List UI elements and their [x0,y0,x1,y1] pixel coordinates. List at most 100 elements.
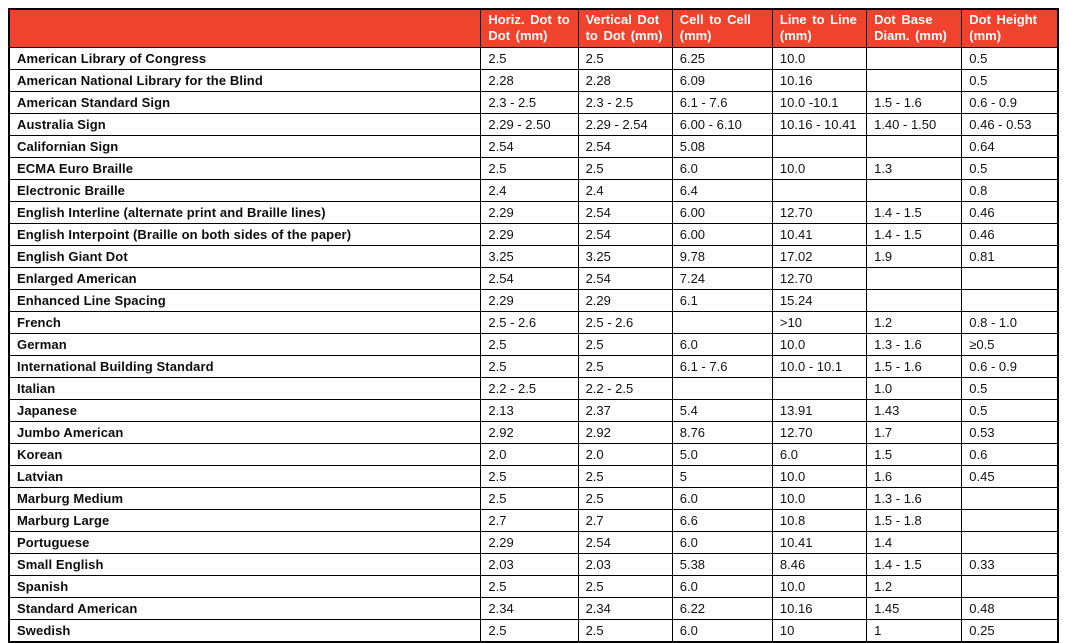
value-cell: 1.3 [866,156,963,180]
column-header-name-blank [8,8,482,48]
value-cell [671,376,773,400]
table-row: Enhanced Line Spacing 2.29 2.29 6.1 15.24 [8,288,1059,312]
value-cell: 1.4 [866,530,963,554]
value-cell: 10.0 [771,332,868,356]
value-cell: 10.16 [771,68,868,92]
value-cell: 1.7 [866,420,963,444]
row-name-cell: English Interpoint (Braille on both side… [8,222,482,246]
table-row: French 2.5 - 2.6 2.5 - 2.6 >10 1.2 0.8 - 1.0 [8,310,1059,334]
column-header: Dot Height (mm) [961,8,1059,48]
table-row: Japanese 2.13 2.37 5.4 13.91 1.43 0.5 [8,398,1059,422]
value-cell: 5.4 [671,398,773,422]
value-cell: 0.48 [961,596,1059,620]
table-row: Enlarged American 2.54 2.54 7.24 12.70 [8,266,1059,290]
value-cell [866,68,963,92]
value-cell [866,134,963,158]
value-cell: 7.24 [671,266,773,290]
value-cell: 2.5 [577,354,673,378]
table-row: Jumbo American 2.92 2.92 8.76 12.70 1.7 0.53 [8,420,1059,444]
table-row: Australia Sign 2.29 - 2.50 2.29 - 2.54 6.00… [8,112,1059,136]
table-row: Korean 2.0 2.0 5.0 6.0 1.5 0.6 [8,442,1059,466]
column-header: Line to Line (mm) [771,8,868,48]
row-name-cell: Swedish [8,618,482,643]
value-cell: 2.34 [480,596,579,620]
table-row: English Interline (alternate print and B… [8,200,1059,224]
value-cell: 10.0 [771,574,868,598]
row-name-cell: Australia Sign [8,112,482,136]
value-cell: 0.5 [961,46,1059,70]
row-name-cell: ECMA Euro Braille [8,156,482,180]
value-cell [866,288,963,312]
value-cell: 2.5 [480,574,579,598]
value-cell: 15.24 [771,288,868,312]
row-name-cell: International Building Standard [8,354,482,378]
value-cell: 2.92 [480,420,579,444]
table-row: Marburg Large 2.7 2.7 6.6 10.8 1.5 - 1.8 [8,508,1059,532]
value-cell: 2.5 - 2.6 [480,310,579,334]
value-cell: 10.0 -10.1 [771,90,868,114]
value-cell: 2.5 [480,464,579,488]
value-cell: 3.25 [480,244,579,268]
table-row: American National Library for the Blind 2… [8,68,1059,92]
row-name-cell: Spanish [8,574,482,598]
value-cell: 1.40 - 1.50 [866,112,963,136]
value-cell: 10.41 [771,222,868,246]
value-cell: 2.29 [480,200,579,224]
value-cell [671,310,773,334]
value-cell: 1.5 - 1.6 [866,90,963,114]
value-cell: 0.64 [961,134,1059,158]
row-name-cell: Electronic Braille [8,178,482,202]
value-cell: 0.5 [961,68,1059,92]
row-name-cell: Enlarged American [8,266,482,290]
value-cell: 6.00 - 6.10 [671,112,773,136]
value-cell: 2.0 [577,442,673,466]
value-cell: 5.0 [671,442,773,466]
value-cell: 6.0 [671,486,773,510]
value-cell: 2.5 [577,46,673,70]
table-row: Small English 2.03 2.03 5.38 8.46 1.4 - 1.5 0.… [8,552,1059,576]
row-name-cell: Marburg Medium [8,486,482,510]
value-cell: 17.02 [771,244,868,268]
value-cell [866,46,963,70]
value-cell: 0.5 [961,156,1059,180]
value-cell: 1.4 - 1.5 [866,222,963,246]
value-cell: 2.5 [480,332,579,356]
value-cell: 2.5 [577,574,673,598]
value-cell: 2.03 [480,552,579,576]
value-cell: 2.29 [480,222,579,246]
value-cell: 6.0 [771,442,868,466]
table-header-row: Horiz. Dot to Dot (mm) Vertical Dot to Do… [8,8,1059,48]
value-cell: 2.29 [480,288,579,312]
value-cell: 8.76 [671,420,773,444]
value-cell: 2.54 [480,266,579,290]
value-cell: 1.43 [866,398,963,422]
value-cell: 0.8 - 1.0 [961,310,1059,334]
value-cell: 0.46 [961,222,1059,246]
value-cell: 3.25 [577,244,673,268]
value-cell: 2.5 [480,486,579,510]
row-name-cell: Latvian [8,464,482,488]
value-cell: 2.34 [577,596,673,620]
value-cell: 1.5 - 1.8 [866,508,963,532]
value-cell: 6.4 [671,178,773,202]
table-row: Marburg Medium 2.5 2.5 6.0 10.0 1.3 - 1.6 [8,486,1059,510]
row-name-cell: Enhanced Line Spacing [8,288,482,312]
value-cell: 2.54 [577,222,673,246]
value-cell: 2.5 [577,464,673,488]
table-row: Italian 2.2 - 2.5 2.2 - 2.5 1.0 0.5 [8,376,1059,400]
value-cell: 6.25 [671,46,773,70]
value-cell: 2.3 - 2.5 [577,90,673,114]
value-cell: 0.81 [961,244,1059,268]
value-cell: 12.70 [771,266,868,290]
table-header: Horiz. Dot to Dot (mm) Vertical Dot to Do… [8,8,1059,48]
value-cell [771,134,868,158]
value-cell: 2.28 [480,68,579,92]
table-row: German 2.5 2.5 6.0 10.0 1.3 - 1.6 ≥0.5 [8,332,1059,356]
value-cell [866,266,963,290]
table-row: Californian Sign 2.54 2.54 5.08 0.64 [8,134,1059,158]
value-cell: 6.0 [671,574,773,598]
value-cell: 10.0 [771,156,868,180]
value-cell: 1.2 [866,574,963,598]
value-cell: 2.37 [577,398,673,422]
value-cell: 10.16 [771,596,868,620]
